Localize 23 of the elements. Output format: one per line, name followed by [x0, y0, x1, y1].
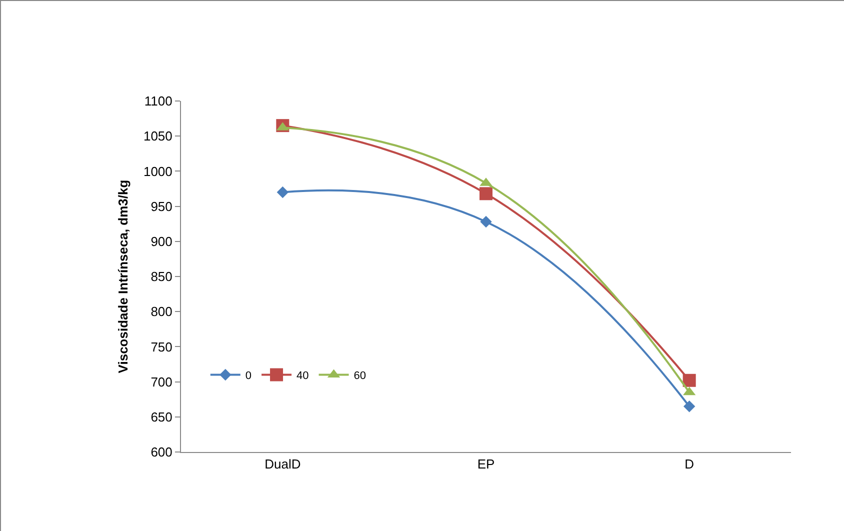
y-tick-label: 650 [150, 409, 172, 424]
y-tick-label: 1100 [144, 94, 172, 109]
legend-label: 40 [296, 370, 309, 382]
point [276, 186, 289, 198]
y-tick-label: 700 [150, 374, 172, 390]
y-tick-label: 1050 [143, 128, 172, 144]
y-axis-title: Viscosidade Intrínseca, dm3/kg [115, 180, 130, 374]
x-tick-label: D [684, 456, 694, 472]
legend-label: 60 [354, 370, 366, 382]
y-tick-label: 900 [150, 234, 172, 249]
point [480, 187, 492, 200]
point [682, 374, 696, 387]
point [480, 216, 492, 228]
y-tick-label: 800 [150, 304, 172, 320]
y-tick-label: 600 [150, 444, 172, 460]
x-tick-label: DualD [264, 456, 301, 472]
legend-label: 0 [245, 370, 252, 382]
y-tick-label: 950 [150, 198, 172, 214]
y-tick-label: 1000 [143, 164, 172, 179]
y-tick-label: 750 [150, 339, 172, 354]
x-tick-label: EP [477, 456, 495, 472]
y-tick-label: 850 [150, 269, 172, 284]
point [683, 400, 696, 412]
